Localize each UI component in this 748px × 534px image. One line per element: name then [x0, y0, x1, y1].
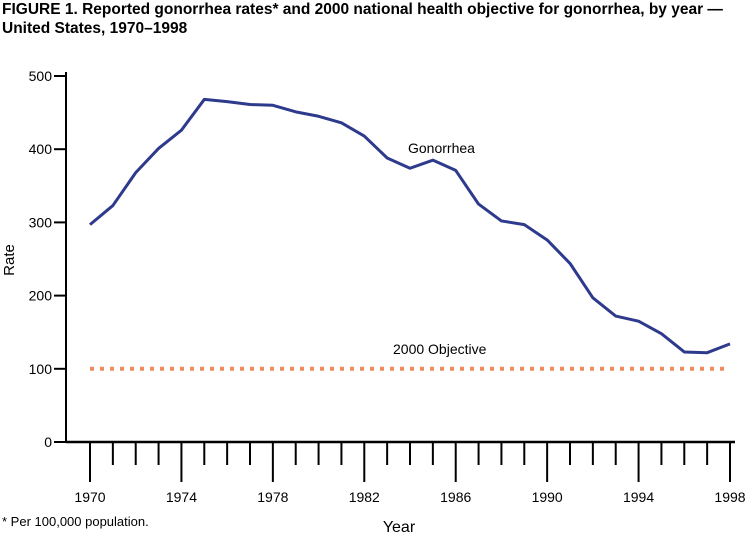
- x-tick-label: 1978: [257, 489, 288, 505]
- x-tick-label: 1998: [714, 489, 745, 505]
- y-axis-label: Rate: [1, 244, 18, 276]
- x-tick-label: 1982: [349, 489, 380, 505]
- objective-label: 2000 Objective: [393, 341, 487, 357]
- x-tick-label: 1974: [166, 489, 197, 505]
- series-line-gonorrhea: [89, 97, 731, 355]
- y-tick-label: 300: [29, 214, 53, 230]
- y-tick-label: 500: [29, 68, 53, 84]
- x-tick-label: 1986: [440, 489, 471, 505]
- x-axis-label: Year: [383, 519, 416, 534]
- series-label-gonorrhea: Gonorrhea: [408, 140, 475, 156]
- x-tick-label: 1994: [623, 489, 654, 505]
- y-tick-label: 400: [29, 141, 53, 157]
- chart-title: FIGURE 1. Reported gonorrhea rates* and …: [2, 1, 723, 37]
- y-tick-label: 200: [29, 288, 53, 304]
- x-tick-label: 1990: [532, 489, 563, 505]
- footnote: * Per 100,000 population.: [2, 514, 149, 529]
- x-tick-label: 1970: [74, 489, 105, 505]
- y-tick-label: 0: [44, 434, 52, 450]
- y-tick-label: 100: [29, 361, 53, 377]
